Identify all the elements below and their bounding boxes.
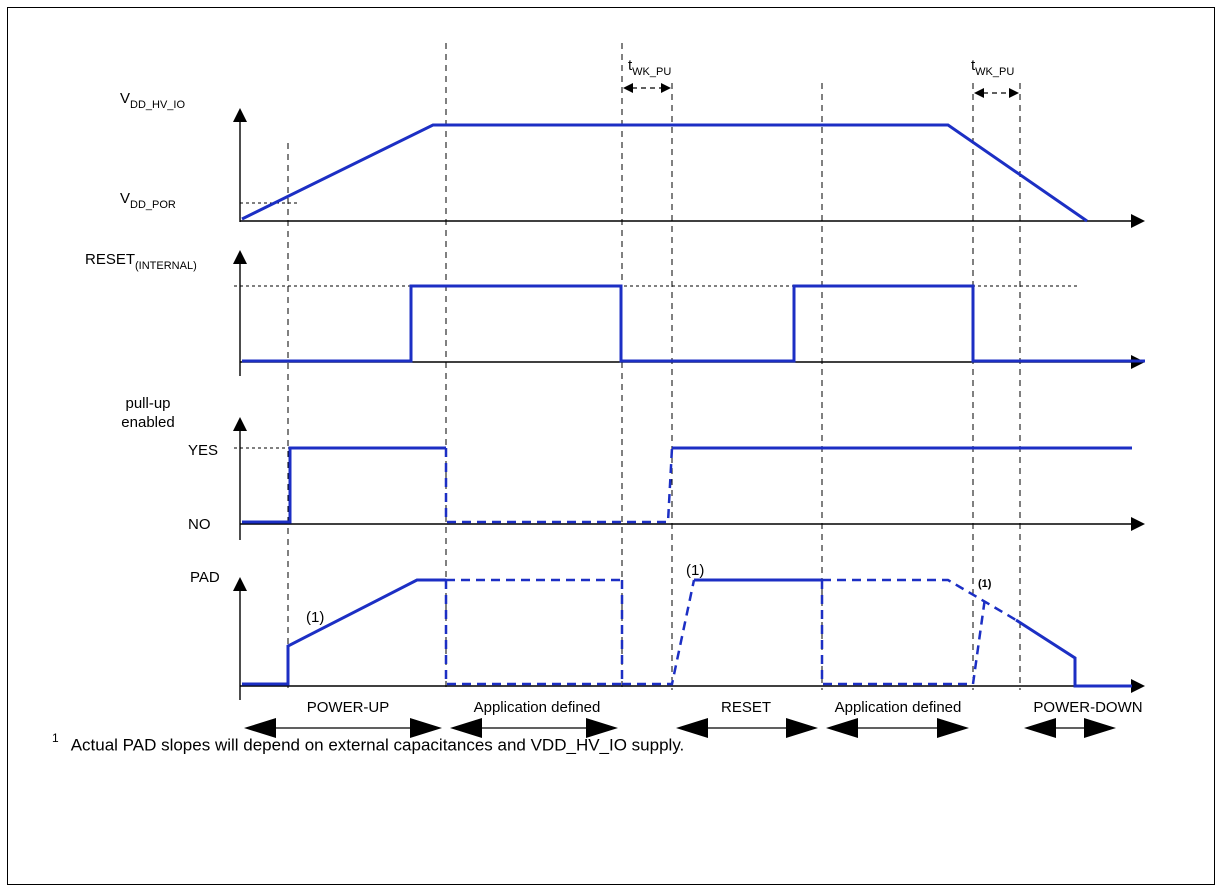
pad-powerdown-waveform: [1015, 618, 1132, 688]
arrowhead: [233, 417, 247, 431]
arrowhead: [676, 718, 708, 738]
reset-label: RESET(INTERNAL): [85, 251, 197, 272]
arrowhead: [233, 577, 247, 591]
yes-label: YES: [188, 442, 218, 459]
pad-note-mark-3: (1): [978, 578, 992, 590]
arrowhead: [244, 718, 276, 738]
pad-powerup-waveform: [242, 578, 446, 686]
phase-label-reset: RESET: [721, 699, 771, 716]
phase-label-app-defined-2: Application defined: [835, 699, 962, 716]
vdd-por-label: VDD_POR: [120, 190, 176, 211]
twk-pu-label-1: tWK_PU: [628, 57, 671, 78]
phase-label-power-down: POWER-DOWN: [1033, 699, 1142, 716]
footnote-number: 1: [52, 731, 59, 745]
vdd-row: VDD_HV_IO VDD_POR: [120, 90, 1145, 228]
phase-guides: [287, 43, 1021, 690]
arrowhead: [450, 718, 482, 738]
pad-app-dashed-b-high: [822, 578, 1017, 622]
arrowhead: [1009, 88, 1019, 98]
reset-row: RESET(INTERNAL): [85, 250, 1145, 376]
pad-row: PAD (1) (1) (1): [190, 562, 1145, 700]
phase-label-app-defined-1: Application defined: [474, 699, 601, 716]
arrowhead: [586, 718, 618, 738]
pullup-row: pull-up enabled YES NO: [121, 395, 1145, 540]
arrowhead: [1084, 718, 1116, 738]
arrowhead: [1131, 517, 1145, 531]
twk-pu-marker-1: tWK_PU: [623, 57, 671, 93]
arrowhead: [974, 88, 984, 98]
pullup-label-line1: pull-up: [125, 395, 170, 412]
arrowhead: [1131, 214, 1145, 228]
no-label: NO: [188, 516, 211, 533]
arrowhead: [1131, 679, 1145, 693]
pad-note-mark-2: (1): [686, 562, 704, 579]
figure-frame: [7, 7, 1215, 885]
pullup-waveform-dashed: [444, 447, 674, 524]
arrowhead: [233, 250, 247, 264]
pad-note-mark-1: (1): [306, 609, 324, 626]
phase-labels: POWER-UP Application defined RESET Appli…: [307, 699, 1143, 716]
twk-pu-marker-2: tWK_PU: [971, 57, 1019, 98]
vdd-waveform: [241, 123, 1088, 223]
pullup-waveform-a: [242, 446, 446, 524]
vdd-label: VDD_HV_IO: [120, 90, 185, 111]
arrowhead: [233, 108, 247, 122]
arrowhead: [661, 83, 671, 93]
phase-label-power-up: POWER-UP: [307, 699, 390, 716]
arrowhead: [1024, 718, 1056, 738]
pullup-label-line2: enabled: [121, 414, 174, 431]
footnote-text: Actual PAD slopes will depend on externa…: [70, 735, 685, 755]
footnote: 1 Actual PAD slopes will depend on extern…: [52, 731, 685, 756]
arrowhead: [937, 718, 969, 738]
arrowhead: [826, 718, 858, 738]
twk-pu-label-2: tWK_PU: [971, 57, 1014, 78]
arrowhead: [786, 718, 818, 738]
pad-app-dashed-b: [820, 580, 987, 686]
pad-reset-dashed-rise: [622, 579, 696, 686]
pad-app-dashed-a: [444, 580, 624, 686]
arrowhead: [410, 718, 442, 738]
phase-spans: [244, 718, 1116, 738]
pad-label: PAD: [190, 569, 220, 586]
arrowhead: [623, 83, 633, 93]
reset-waveform: [242, 284, 1145, 363]
